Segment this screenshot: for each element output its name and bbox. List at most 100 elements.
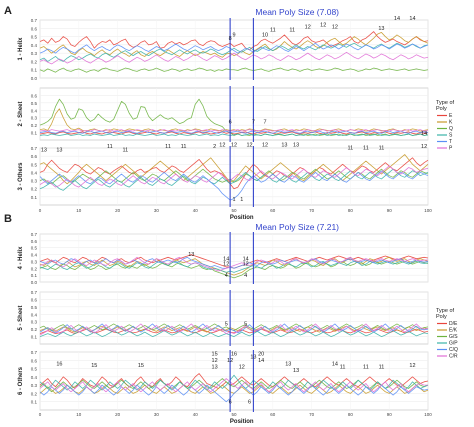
legend-title-cont: Poly xyxy=(436,106,447,112)
x-tick-label: 10 xyxy=(76,412,82,417)
y-tick-label: 0.6 xyxy=(31,26,38,31)
y-tick-label: 0.5 xyxy=(31,246,38,251)
series-line-E xyxy=(39,157,429,190)
annotation-label: 4 xyxy=(244,273,247,279)
legend-label-T: T xyxy=(449,139,452,145)
annotation-label: 12 xyxy=(305,24,311,30)
y-tick-label: 0.5 xyxy=(31,305,38,310)
annotation-label: 1 xyxy=(232,197,235,203)
y-tick-label: 0.1 xyxy=(31,68,38,73)
annotation-label: 10 xyxy=(262,33,268,39)
y-tick-label: 0.5 xyxy=(31,367,38,372)
x-tick-label: 100 xyxy=(424,208,432,213)
annotation-label: 7 xyxy=(252,120,255,126)
annotation-label: 12 xyxy=(223,262,229,268)
annotation-label: 12 xyxy=(332,24,338,30)
x-tick-label: 80 xyxy=(348,412,354,417)
annotation-label: 20 xyxy=(258,351,264,357)
y-tick-label: 0.0 xyxy=(31,76,38,81)
x-tick-label: 100 xyxy=(424,412,432,417)
annotation-label: 13 xyxy=(212,365,218,371)
legend-label-C-Q: C/Q xyxy=(449,347,458,353)
x-tick-label: 40 xyxy=(193,208,199,213)
series-line-E xyxy=(39,31,429,51)
y-tick-label: 0.2 xyxy=(31,187,38,192)
annotation-label: 16 xyxy=(56,361,62,367)
series-line-G-P xyxy=(39,330,429,337)
x-tick-label: 50 xyxy=(231,412,237,417)
legend-label-K: K xyxy=(449,120,453,126)
annotation-label: 11 xyxy=(289,28,295,34)
y-tick-label: 0.6 xyxy=(31,154,38,159)
y-tick-label: 0.5 xyxy=(31,35,38,40)
legend-title: Type of xyxy=(436,100,455,106)
annotation-label: 11 xyxy=(348,146,354,152)
y-axis-label-4: 4 - Helix xyxy=(18,246,24,270)
y-axis-label-3: 3 - Others xyxy=(18,162,24,191)
annotation-label: 11 xyxy=(165,144,171,150)
annotation-label: 11 xyxy=(363,365,369,371)
legend-label-P: P xyxy=(449,146,453,152)
annotation-label: 12 xyxy=(246,142,252,148)
annotation-label: 9 xyxy=(232,33,235,39)
series-line-C-R xyxy=(39,323,429,336)
series-line-D-E xyxy=(39,328,429,335)
series-line-C-R xyxy=(39,256,428,272)
x-tick-label: 90 xyxy=(387,208,393,213)
annotation-label: 1 xyxy=(240,197,243,203)
x-tick-label: 30 xyxy=(154,208,160,213)
y-tick-label: 0.2 xyxy=(31,123,38,128)
series-line-T xyxy=(39,130,429,134)
annotation-label: 13 xyxy=(293,368,299,374)
y-tick-label: 0.4 xyxy=(31,375,38,380)
series-line-C-Q xyxy=(39,384,429,403)
series-line-P xyxy=(39,129,429,132)
annotation-label: 12 xyxy=(320,23,326,29)
annotation-label: 14 xyxy=(394,16,400,22)
y-tick-label: 0.3 xyxy=(31,116,38,121)
legend-title-cont: Poly xyxy=(436,314,447,320)
y-tick-label: 0.3 xyxy=(31,320,38,325)
y-tick-label: 0.0 xyxy=(31,280,38,285)
annotation-label: 14 xyxy=(409,16,415,22)
y-tick-label: 0.4 xyxy=(31,170,38,175)
y-tick-label: 0.6 xyxy=(31,358,38,363)
legend-label-G-S: G/S xyxy=(449,334,458,340)
annotation-label: 11 xyxy=(379,365,385,371)
y-tick-label: 0.1 xyxy=(31,335,38,340)
y-tick-label: 0.4 xyxy=(31,43,38,48)
annotation-label: 8 xyxy=(229,36,232,42)
annotation-label: 13 xyxy=(41,147,47,153)
x-tick-label: 0 xyxy=(39,412,42,417)
legend-label-G-P: G/P xyxy=(449,341,458,347)
series-line-T xyxy=(39,170,429,201)
annotation-label: 12 xyxy=(231,142,237,148)
series-line-C-R xyxy=(39,378,428,393)
x-tick-label: 50 xyxy=(231,208,237,213)
annotation-label: 11 xyxy=(379,146,385,152)
mean-poly-label: Mean Poly Size (7.21) xyxy=(255,222,339,232)
series-line-S xyxy=(39,168,429,191)
x-tick-label: 0 xyxy=(39,208,42,213)
y-tick-label: 0.5 xyxy=(31,162,38,167)
annotation-label: 5 xyxy=(225,321,228,327)
y-tick-label: 0.4 xyxy=(31,253,38,258)
annotation-label: 12 xyxy=(219,142,225,148)
y-axis-label-2: 2 - Sheet xyxy=(18,101,24,126)
x-tick-label: 80 xyxy=(348,208,354,213)
legend-label-S: S xyxy=(449,133,453,139)
annotation-label: 11 xyxy=(363,146,369,152)
y-axis-label-1: 1 - Helix xyxy=(18,37,24,61)
annotation-label: 12 xyxy=(227,358,233,364)
annotation-label: 13 xyxy=(250,355,256,361)
series-line-G-P xyxy=(39,374,429,391)
y-tick-label: 0.7 xyxy=(31,146,38,151)
x-tick-label: 70 xyxy=(309,412,315,417)
x-tick-label: 60 xyxy=(270,412,276,417)
annotation-label: 11 xyxy=(340,365,346,371)
y-axis-label-5: 5 - Sheet xyxy=(18,305,24,330)
y-tick-label: 0.3 xyxy=(31,179,38,184)
annotation-label: 15 xyxy=(91,363,97,369)
series-line-S xyxy=(39,133,429,136)
